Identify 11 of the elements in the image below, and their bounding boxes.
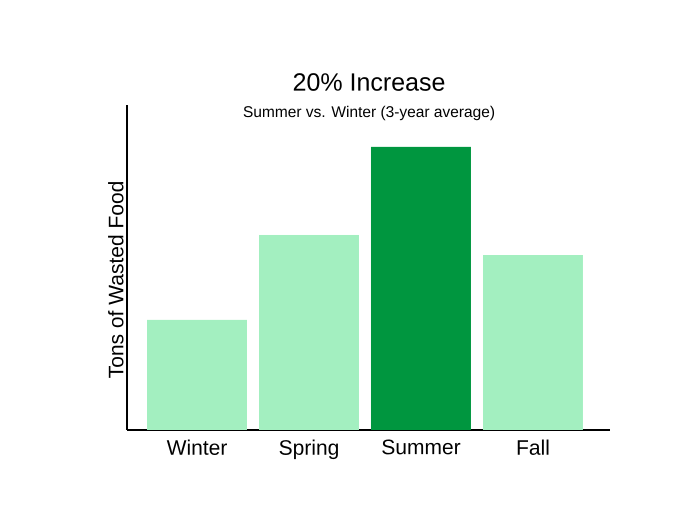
bar [146, 320, 247, 430]
x-tick-label: Summer [382, 440, 460, 454]
x-tick-label: Spring [280, 440, 338, 460]
bar [482, 255, 583, 430]
bar [370, 146, 471, 430]
y-axis-title: Tons of Wasted Food [108, 182, 124, 378]
chart-subtitle: Summer vs. Winter (3-year average) [244, 106, 494, 120]
x-tick-label: Fall [518, 440, 548, 455]
bar [258, 234, 359, 430]
x-tick-label: Winter [166, 440, 227, 455]
chart-title: 20% Increase [294, 73, 444, 91]
